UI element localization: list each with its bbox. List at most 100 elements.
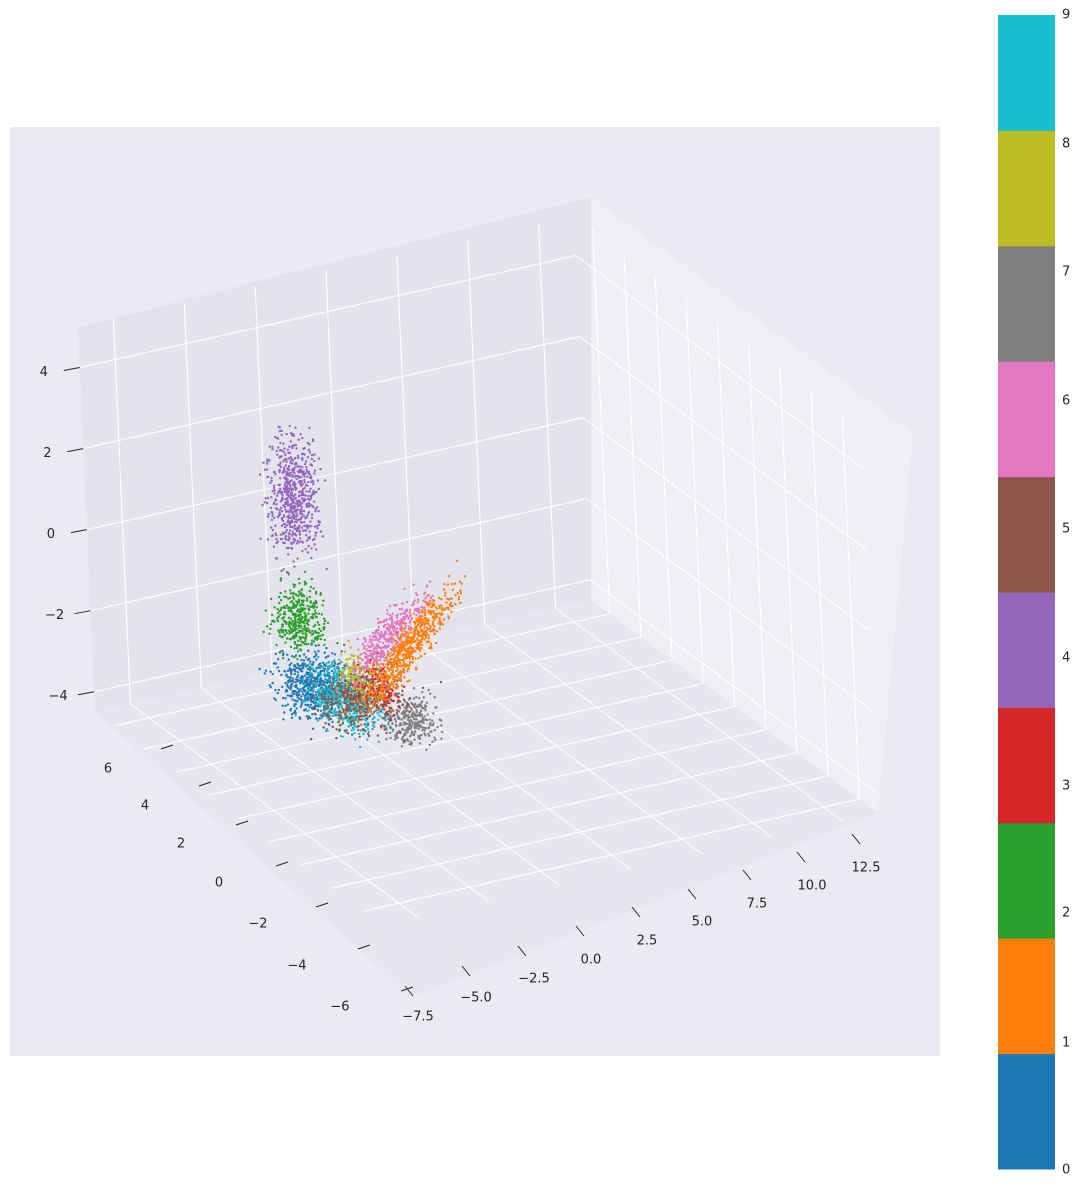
scatter-point-1 [425,619,429,622]
scatter-point-1 [447,574,451,578]
scatter-point-2 [270,613,274,617]
x-tick-label: −5.0 [460,991,492,1006]
scatter-point-4 [275,508,279,511]
scatter-point-4 [302,509,306,513]
scatter-point-0 [316,680,319,683]
scatter-point-1 [418,619,421,622]
scatter-point-9 [319,673,323,676]
scatter-point-1 [373,695,376,699]
scatter-point-5 [402,739,406,742]
grid-line-x-wall [810,390,829,776]
scatter-point-5 [368,714,372,718]
scatter-point-0 [293,672,296,676]
scatter-point-5 [345,688,348,692]
scatter-point-6 [372,652,376,656]
scatter-point-2 [311,629,314,633]
scatter-point-1 [376,678,379,681]
scatter-point-1 [393,652,396,656]
scatter-point-4 [288,532,291,536]
scatter-point-1 [412,630,416,633]
scatter-point-9 [311,667,315,670]
scatter-point-0 [282,711,286,714]
scatter-point-2 [296,650,300,653]
scatter-point-6 [405,608,408,611]
scatter-point-8 [375,665,378,668]
scatter-point-1 [463,575,467,578]
grid-line-y-wall [112,318,131,705]
scatter-point-3 [385,711,388,714]
scatter-point-2 [277,629,280,632]
scatter-point-7 [408,705,411,708]
scatter-point-0 [311,676,314,679]
scatter-point-0 [293,669,297,672]
scatter-point-4 [307,544,310,548]
scatter-point-6 [385,627,388,630]
scatter-point-0 [286,669,290,672]
scatter-point-1 [455,559,459,562]
scatter-point-7 [410,701,413,704]
scatter-point-2 [298,626,301,629]
scatter-point-7 [414,715,418,718]
scatter-point-4 [289,440,292,443]
scatter-point-6 [378,659,381,662]
scatter-point-1 [440,608,444,612]
scatter-point-0 [286,683,289,686]
scatter-point-0 [274,688,277,692]
x-tick-label: 10.0 [798,879,827,894]
scatter-point-2 [282,612,286,616]
scatter-point-9 [340,660,343,664]
grid-line-z-right [582,417,871,632]
scatter-point-7 [410,743,413,746]
scatter-point-1 [382,682,386,685]
scatter-point-1 [388,682,391,686]
scatter-point-4 [305,505,308,508]
scatter-point-4 [303,481,306,484]
scatter-point-0 [306,698,310,701]
scatter-point-6 [396,613,399,616]
scatter-point-1 [363,683,366,686]
scatter-point-0 [331,720,334,724]
scatter-point-5 [375,703,378,707]
scatter-point-1 [368,708,371,711]
scatter-point-2 [297,594,300,598]
axis-ticks: −4−2024−6−4−20246−7.5−5.0−2.50.02.55.07.… [40,365,881,1024]
scatter-point-1 [421,622,424,625]
scatter-point-5 [357,717,361,721]
scatter-point-5 [363,723,366,726]
scatter-point-4 [279,533,282,536]
x-tick-label: 7.5 [747,897,768,912]
scatter-point-9 [325,662,328,665]
scatter-point-6 [363,645,366,648]
scatter-point-1 [423,638,426,641]
scatter-point-6 [363,652,367,655]
scatter-point-5 [344,708,348,711]
scatter-point-0 [284,670,287,673]
scatter-point-1 [380,673,383,676]
scatter-point-7 [412,687,416,690]
scatter-point-4 [309,463,312,466]
scatter-point-2 [307,607,310,610]
scatter-point-4 [303,514,306,518]
scatter-point-4 [311,491,315,495]
scatter-point-0 [274,652,278,656]
scatter-point-5 [310,679,314,683]
scatter-point-2 [312,625,315,628]
y-tick-label: 4 [141,799,149,814]
scatter-point-4 [311,479,314,483]
scatter-point-2 [299,630,302,633]
scatter-point-4 [296,465,300,468]
scatter-point-6 [376,617,380,621]
scatter-point-2 [299,608,302,611]
y-tick-mark [315,902,329,908]
scatter-point-5 [324,722,327,725]
scatter-point-1 [415,666,418,669]
scatter-point-3 [392,699,395,703]
scatter-point-0 [268,684,271,687]
grid-line-y-wall [467,238,486,625]
scatter-point-5 [360,675,363,679]
scatter-point-0 [298,716,301,719]
scatter-point-0 [293,663,296,667]
scatter-point-9 [301,683,305,686]
y-tick-label: −4 [287,959,306,974]
scatter-point-2 [326,621,330,625]
